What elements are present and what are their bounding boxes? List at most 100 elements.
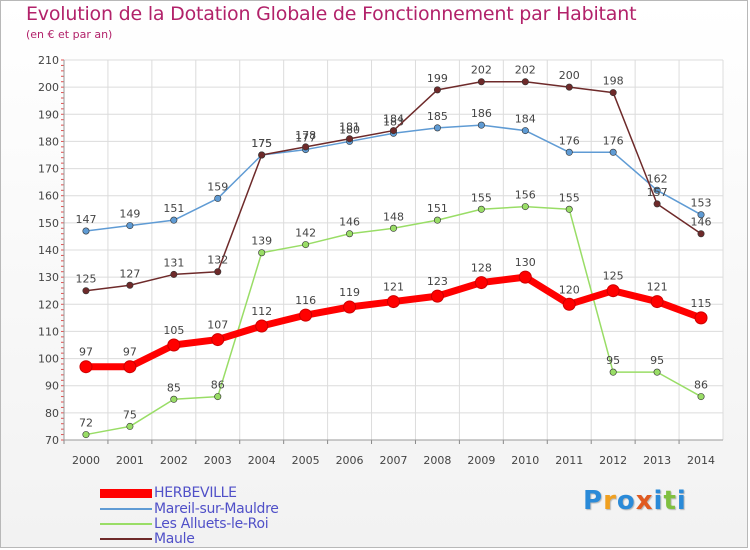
data-label-les-alluets-le-roi: 95 — [650, 354, 664, 367]
legend-label-maule: Maule — [154, 531, 195, 547]
data-point-herbeville — [343, 300, 357, 314]
logo-letter: i — [676, 486, 687, 516]
data-point-mareil-sur-mauldre — [82, 227, 90, 235]
data-label-maule: 181 — [339, 121, 360, 134]
data-label-mareil-sur-mauldre: 175 — [251, 137, 272, 150]
y-tick-label: 160 — [38, 190, 59, 203]
data-label-maule: 200 — [559, 69, 580, 82]
data-label-maule: 132 — [207, 254, 228, 267]
x-tick-label: 2002 — [160, 454, 188, 467]
logo-letter: P — [583, 486, 604, 516]
data-label-maule: 157 — [647, 186, 668, 199]
data-point-les-alluets-le-roi — [521, 203, 529, 211]
data-label-mareil-sur-mauldre: 159 — [207, 180, 228, 193]
data-point-herbeville — [562, 297, 576, 311]
data-point-herbeville — [123, 360, 137, 374]
y-tick-label: 110 — [38, 325, 59, 338]
legend-item-alluets: Les Alluets-le-Roi — [100, 516, 269, 532]
data-label-maule: 202 — [515, 64, 536, 77]
x-tick-label: 2000 — [72, 454, 100, 467]
data-point-mareil-sur-mauldre — [697, 211, 705, 219]
data-label-mareil-sur-mauldre: 162 — [647, 172, 668, 185]
x-tick-label: 2006 — [336, 454, 364, 467]
data-label-mareil-sur-mauldre: 184 — [515, 113, 536, 126]
legend-item-mareil: Mareil-sur-Mauldre — [100, 501, 279, 517]
y-tick-label: 70 — [45, 434, 59, 447]
data-point-herbeville — [79, 360, 93, 374]
logo-letter: t — [663, 486, 677, 516]
data-point-les-alluets-le-roi — [170, 395, 178, 403]
data-point-les-alluets-le-roi — [389, 224, 397, 232]
y-tick-label: 140 — [38, 244, 59, 257]
legend-label-mareil: Mareil-sur-Mauldre — [154, 501, 279, 517]
data-label-les-alluets-le-roi: 148 — [383, 210, 404, 223]
chart-subtitle: (en € et par an) — [26, 28, 113, 41]
x-tick-label: 2005 — [292, 454, 320, 467]
data-label-mareil-sur-mauldre: 151 — [163, 202, 184, 215]
x-tick-label: 2013 — [643, 454, 671, 467]
data-label-herbeville: 97 — [123, 346, 137, 359]
data-label-les-alluets-le-roi: 72 — [79, 417, 93, 430]
legend-swatch-maule — [100, 538, 152, 540]
data-label-maule: 175 — [251, 137, 272, 150]
data-label-les-alluets-le-roi: 146 — [339, 216, 360, 229]
data-point-herbeville — [694, 311, 708, 325]
x-tick-label: 2003 — [204, 454, 232, 467]
data-label-herbeville: 120 — [559, 283, 580, 296]
data-label-herbeville: 121 — [383, 281, 404, 294]
data-label-herbeville: 128 — [471, 262, 492, 275]
legend-swatch-alluets — [100, 523, 152, 525]
data-label-herbeville: 107 — [207, 319, 228, 332]
data-label-les-alluets-le-roi: 155 — [471, 191, 492, 204]
data-point-herbeville — [474, 276, 488, 290]
y-tick-label: 210 — [38, 54, 59, 67]
legend-swatch-herbeville — [100, 488, 152, 498]
data-label-les-alluets-le-roi: 142 — [295, 227, 316, 240]
data-label-les-alluets-le-roi: 156 — [515, 189, 536, 202]
data-label-les-alluets-le-roi: 151 — [427, 202, 448, 215]
legend-swatch-mareil — [100, 508, 152, 510]
data-point-maule — [521, 78, 529, 86]
data-label-herbeville: 115 — [691, 297, 712, 310]
data-point-les-alluets-le-roi — [346, 230, 354, 238]
y-tick-label: 130 — [38, 271, 59, 284]
data-label-mareil-sur-mauldre: 149 — [119, 208, 140, 221]
data-label-herbeville: 123 — [427, 275, 448, 288]
data-point-herbeville — [299, 308, 313, 322]
data-label-mareil-sur-mauldre: 185 — [427, 110, 448, 123]
data-label-herbeville: 105 — [163, 324, 184, 337]
data-point-maule — [389, 127, 397, 135]
legend-label-herbeville: HERBEVILLE — [154, 485, 237, 501]
data-label-les-alluets-le-roi: 139 — [251, 235, 272, 248]
data-label-maule: 131 — [163, 256, 184, 269]
data-point-les-alluets-le-roi — [302, 241, 310, 249]
y-tick-label: 90 — [45, 380, 59, 393]
data-label-les-alluets-le-roi: 75 — [123, 408, 137, 421]
data-label-herbeville: 97 — [79, 346, 93, 359]
data-point-maule — [477, 78, 485, 86]
data-point-mareil-sur-mauldre — [653, 186, 661, 194]
y-tick-label: 200 — [38, 81, 59, 94]
data-point-mareil-sur-mauldre — [565, 148, 573, 156]
logo-letter: r — [603, 486, 617, 516]
data-point-maule — [126, 281, 134, 289]
legend-item-maule: Maule — [100, 531, 195, 547]
data-point-maule — [214, 268, 222, 276]
data-point-maule — [302, 143, 310, 151]
data-point-les-alluets-le-roi — [477, 205, 485, 213]
data-point-les-alluets-le-roi — [258, 249, 266, 257]
data-label-les-alluets-le-roi: 155 — [559, 191, 580, 204]
x-tick-label: 2010 — [511, 454, 539, 467]
logo-letter: x — [635, 486, 654, 516]
data-point-maule — [433, 86, 441, 94]
data-point-les-alluets-le-roi — [214, 393, 222, 401]
data-point-mareil-sur-mauldre — [477, 121, 485, 129]
data-label-mareil-sur-mauldre: 176 — [559, 134, 580, 147]
data-point-herbeville — [606, 284, 620, 298]
data-label-les-alluets-le-roi: 86 — [211, 379, 225, 392]
data-label-les-alluets-le-roi: 85 — [167, 381, 181, 394]
data-label-les-alluets-le-roi: 95 — [606, 354, 620, 367]
data-label-mareil-sur-mauldre: 153 — [691, 197, 712, 210]
logo-letter: i — [653, 486, 664, 516]
data-label-maule: 125 — [75, 273, 96, 286]
